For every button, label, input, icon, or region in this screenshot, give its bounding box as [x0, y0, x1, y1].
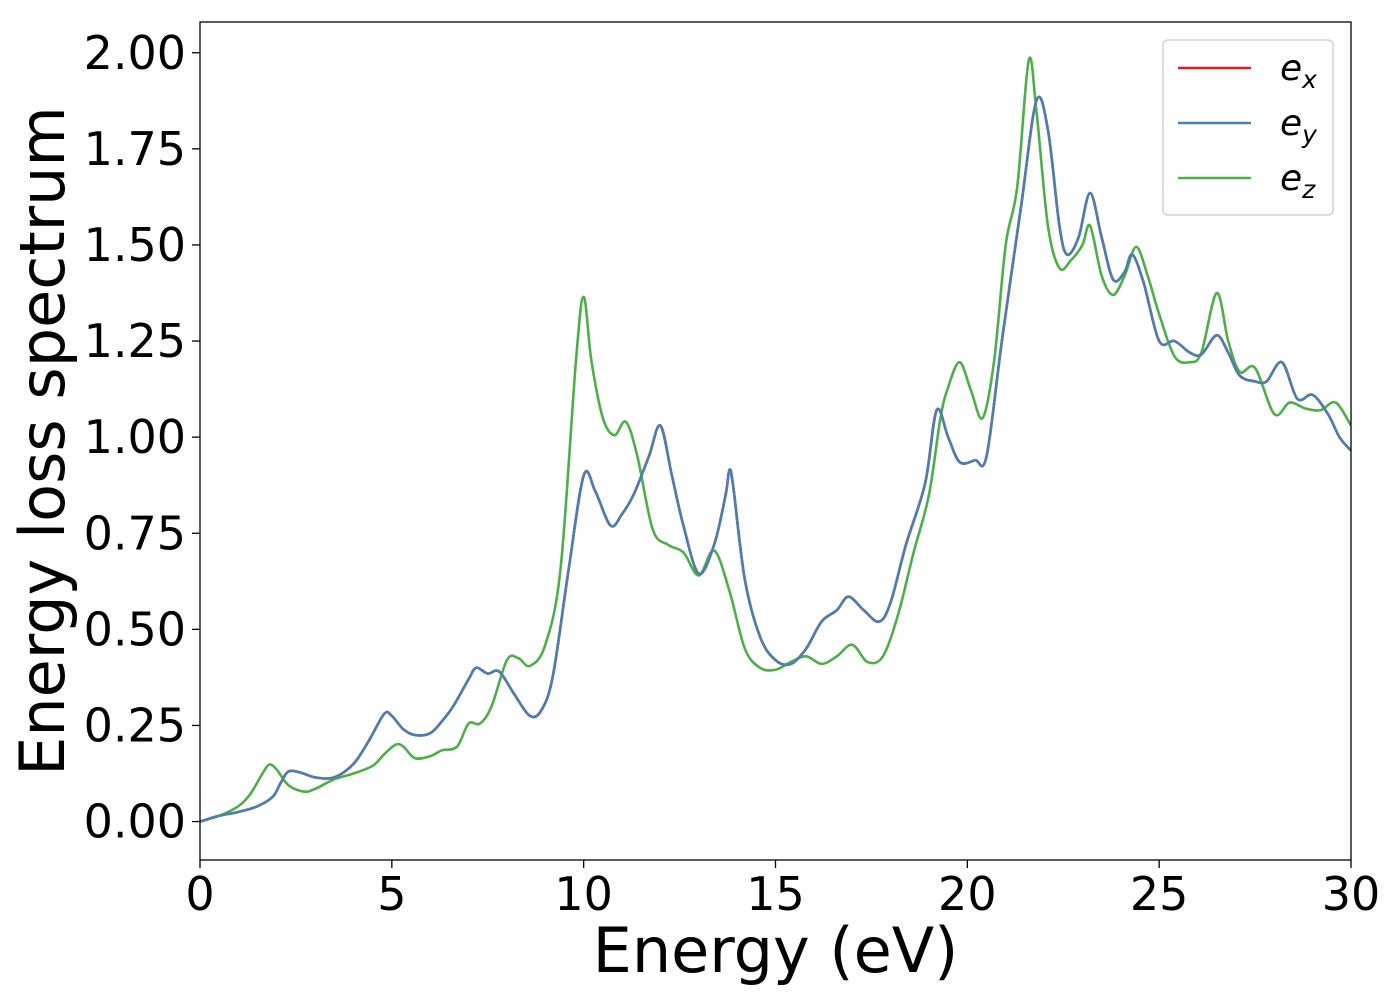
y-axis-ticks: 0.00 0.25 0.50 0.75 1.00 1.25 1.50 1.75 2.00	[84, 26, 200, 849]
legend-label-x: ex	[1280, 48, 1317, 94]
x-tick-label: 0	[185, 867, 214, 921]
x-tick-label: 5	[377, 867, 406, 921]
x-tick-label: 10	[554, 867, 613, 921]
x-axis-title: Energy (eV)	[593, 914, 959, 987]
series-line-y	[200, 95, 1351, 823]
y-tick-label: 1.25	[84, 314, 186, 368]
x-tick-label: 20	[938, 867, 997, 921]
x-tick-label: 15	[746, 867, 805, 921]
y-axis-title: Energy loss spectrum	[6, 106, 79, 776]
x-tick-label: 25	[1130, 867, 1189, 921]
y-tick-label: 0.00	[84, 795, 186, 849]
y-tick-label: 2.00	[84, 26, 186, 80]
y-tick-label: 0.50	[84, 602, 186, 656]
legend-box	[1162, 39, 1334, 216]
y-tick-label: 1.75	[84, 122, 186, 176]
legend: ex ey ez	[1162, 39, 1334, 216]
y-tick-label: 1.50	[84, 218, 186, 272]
legend-label-z: ez	[1280, 158, 1316, 204]
legend-label-y: ey	[1280, 103, 1318, 149]
y-tick-label: 0.75	[84, 506, 186, 560]
y-tick-label: 0.25	[84, 698, 186, 752]
y-tick-label: 1.00	[84, 410, 186, 464]
series-lines	[200, 56, 1351, 823]
x-axis-ticks: 0 5 10 15 20 25 30	[185, 860, 1380, 921]
x-tick-label: 30	[1322, 867, 1381, 921]
